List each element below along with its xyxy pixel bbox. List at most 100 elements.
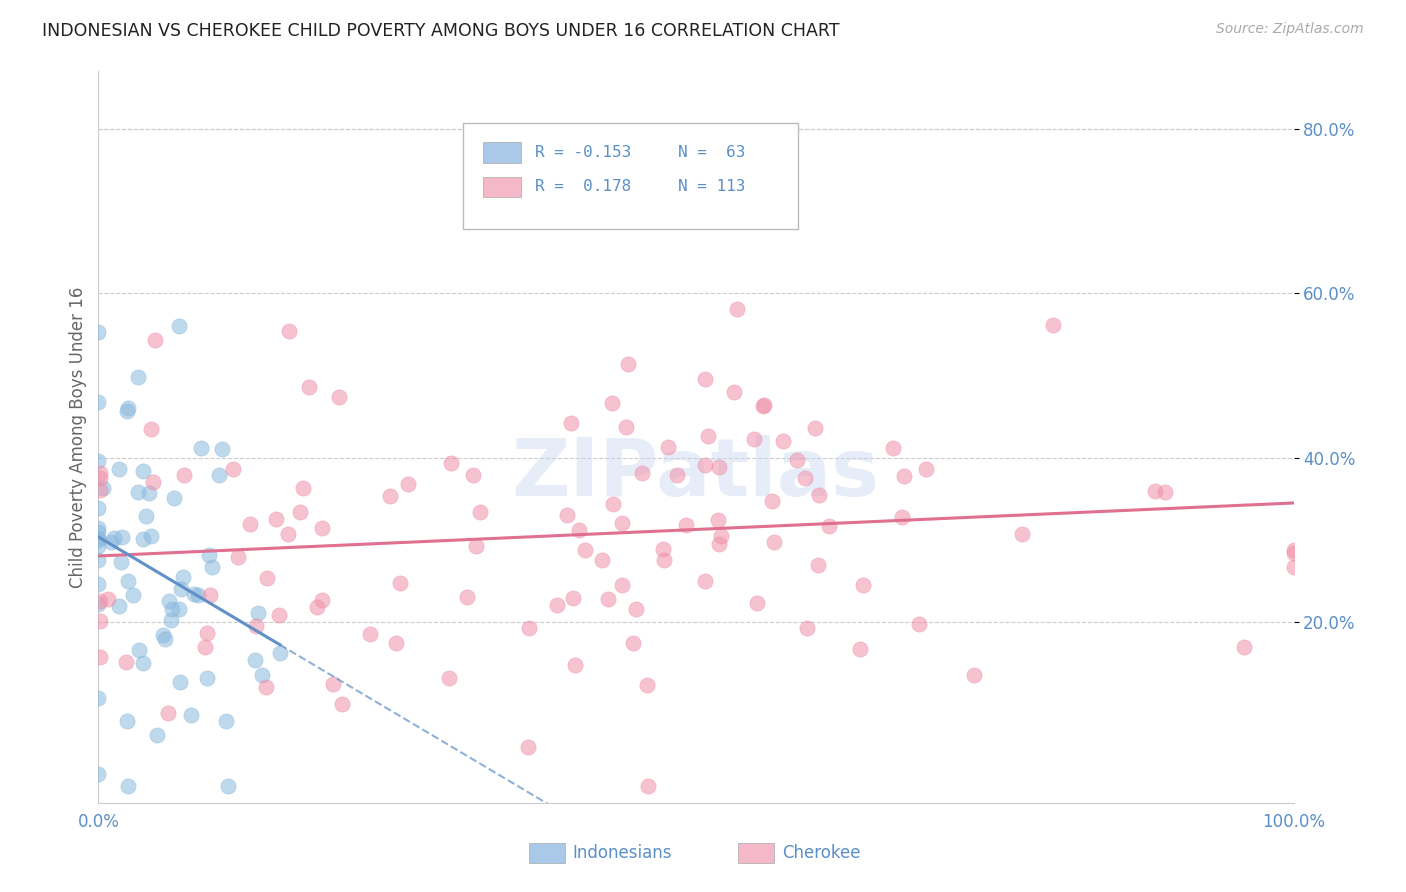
Point (602, 497, 624, 511)
Point (217, 780, 239, 794)
Point (97, 591, 120, 606)
Point (697, 429, 720, 443)
Point (723, 384, 745, 399)
Point (183, 586, 205, 600)
Point (745, 596, 768, 610)
Point (87, 553, 110, 567)
Point (170, 582, 193, 597)
Text: R = -0.153: R = -0.153 (534, 145, 631, 160)
Point (695, 372, 717, 386)
Point (288, 505, 311, 519)
Bar (484, 177, 522, 197)
Point (305, 599, 328, 614)
Point (516, 739, 538, 754)
Point (398, 477, 420, 491)
Point (163, 491, 186, 505)
Point (169, 675, 191, 690)
Point (226, 550, 249, 565)
Point (311, 592, 333, 607)
Point (87, 521, 110, 535)
Point (132, 532, 155, 546)
Point (197, 549, 219, 563)
Point (710, 529, 733, 543)
Point (465, 539, 488, 553)
Point (157, 706, 180, 721)
Point (245, 619, 267, 633)
Point (456, 590, 478, 604)
Point (651, 542, 673, 557)
Point (117, 574, 139, 589)
Point (167, 602, 190, 616)
Point (292, 482, 315, 496)
Point (89, 471, 111, 485)
Point (744, 432, 766, 446)
Point (1042, 318, 1064, 332)
Point (139, 529, 162, 543)
Point (215, 714, 238, 728)
Point (269, 607, 291, 622)
Point (208, 468, 231, 483)
Point (882, 441, 904, 455)
Point (852, 577, 875, 591)
Point (908, 617, 931, 632)
Point (145, 333, 167, 347)
Point (87, 325, 110, 339)
Point (155, 632, 177, 646)
Point (804, 421, 827, 435)
Point (254, 680, 277, 694)
Point (132, 464, 155, 478)
Point (195, 626, 218, 640)
Point (194, 640, 217, 654)
Point (87, 767, 110, 781)
Point (311, 521, 333, 535)
Point (562, 591, 585, 605)
Point (91, 481, 114, 495)
Point (598, 591, 620, 606)
Point (849, 642, 872, 657)
Point (631, 466, 654, 480)
Point (87, 500, 110, 515)
Text: INDONESIAN VS CHEROKEE CHILD POVERTY AMONG BOYS UNDER 16 CORRELATION CHART: INDONESIAN VS CHEROKEE CHILD POVERTY AMO… (42, 22, 839, 40)
Point (110, 555, 132, 569)
Point (107, 462, 129, 476)
Point (772, 434, 794, 448)
Point (87, 525, 110, 540)
Point (695, 458, 717, 472)
Text: N =  63: N = 63 (678, 145, 745, 160)
Point (725, 301, 748, 316)
Point (665, 467, 688, 482)
Point (187, 588, 209, 602)
Point (146, 728, 169, 742)
Point (754, 398, 776, 412)
Point (786, 452, 808, 467)
Point (243, 652, 266, 666)
Point (117, 404, 139, 418)
Point (1011, 527, 1033, 541)
Point (169, 319, 191, 334)
Point (247, 607, 270, 621)
Point (89, 615, 111, 629)
Text: N = 113: N = 113 (678, 179, 745, 194)
Point (600, 396, 623, 410)
Point (222, 462, 245, 476)
Point (87, 597, 110, 611)
Point (636, 677, 658, 691)
Point (127, 485, 149, 500)
Point (173, 467, 195, 482)
Point (142, 475, 165, 489)
Point (591, 553, 613, 567)
Point (657, 441, 679, 455)
Text: Indonesians: Indonesians (572, 844, 672, 862)
Point (695, 574, 717, 588)
Point (440, 456, 463, 470)
Point (654, 553, 676, 567)
Point (87, 691, 110, 706)
Point (160, 602, 183, 616)
Point (517, 621, 540, 635)
Point (626, 602, 648, 616)
Point (359, 627, 381, 641)
Point (111, 530, 134, 544)
Point (211, 442, 233, 456)
Point (637, 780, 659, 794)
Point (89, 650, 111, 665)
